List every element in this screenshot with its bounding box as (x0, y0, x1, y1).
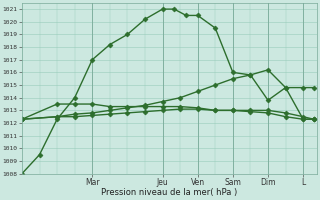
X-axis label: Pression niveau de la mer( hPa ): Pression niveau de la mer( hPa ) (101, 188, 238, 197)
